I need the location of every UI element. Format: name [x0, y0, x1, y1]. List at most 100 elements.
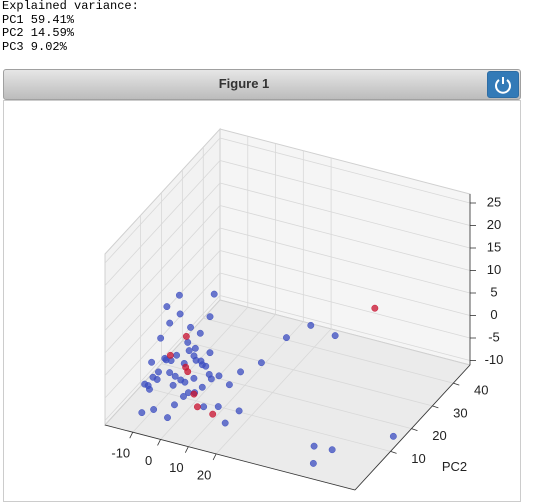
point — [187, 323, 194, 331]
grid-line — [104, 182, 221, 309]
point — [138, 409, 146, 417]
point — [309, 459, 317, 467]
grid-line — [161, 363, 412, 430]
y-axis-line — [354, 364, 471, 491]
point — [235, 407, 243, 415]
point — [210, 290, 218, 298]
point — [196, 329, 204, 337]
grid-line — [219, 250, 471, 316]
point — [153, 376, 161, 383]
point — [150, 406, 158, 413]
point — [157, 334, 165, 342]
tick-mark — [432, 405, 439, 409]
point — [328, 446, 336, 454]
point — [180, 393, 187, 400]
point — [221, 419, 229, 427]
point — [190, 374, 198, 382]
power-icon — [495, 77, 511, 94]
point — [163, 303, 171, 311]
z-tick-label: -5 — [488, 329, 500, 344]
y-tick-label: 20 — [432, 428, 446, 443]
grid-line — [219, 160, 471, 226]
output-line: PC3 9.02% — [2, 39, 67, 54]
point — [307, 321, 315, 329]
point — [225, 381, 233, 389]
point — [182, 332, 190, 340]
grid-line — [104, 227, 221, 354]
point — [164, 414, 171, 422]
point — [237, 368, 244, 376]
point — [198, 383, 206, 391]
point — [371, 304, 379, 312]
point — [171, 372, 179, 380]
grid-line — [219, 205, 471, 271]
y-axis-label: PC2 — [442, 459, 467, 474]
point — [173, 351, 181, 359]
point — [331, 332, 339, 340]
point — [155, 368, 162, 376]
point — [215, 372, 223, 380]
grid-line — [188, 321, 304, 447]
tick-mark — [390, 450, 397, 454]
grid-line — [219, 227, 471, 294]
tick-mark — [129, 432, 134, 439]
point — [144, 382, 152, 390]
point — [389, 432, 397, 440]
tick-mark — [411, 428, 418, 432]
point — [193, 403, 201, 411]
point — [175, 291, 183, 299]
point — [185, 347, 193, 355]
grid-line — [219, 272, 471, 339]
point — [198, 361, 206, 369]
grid-line — [203, 317, 454, 384]
grid-line — [104, 205, 221, 331]
tick-mark — [453, 382, 460, 386]
grid-line — [104, 250, 221, 376]
z-tick-label: 0 — [490, 307, 497, 322]
z-tick-label: 20 — [487, 217, 501, 232]
output-line: Explained variance: — [2, 0, 139, 13]
point — [207, 375, 215, 383]
point — [310, 442, 318, 450]
point — [200, 403, 208, 411]
tick-mark — [212, 453, 217, 461]
point — [206, 349, 214, 357]
point — [191, 344, 199, 352]
point — [181, 378, 189, 386]
point — [184, 338, 192, 346]
point — [257, 359, 265, 367]
z-tick-label: 15 — [487, 239, 501, 254]
point — [171, 401, 178, 409]
grid-line — [182, 340, 433, 407]
tick-mark — [184, 446, 189, 453]
close-button[interactable] — [487, 71, 519, 98]
point — [169, 381, 177, 389]
grid-line — [104, 137, 221, 264]
output-line: PC2 14.59% — [2, 26, 75, 40]
tick-mark — [157, 439, 161, 446]
z-tick-label: 25 — [487, 194, 501, 209]
point — [214, 403, 222, 411]
output-line: PC1 59.41% — [2, 12, 75, 27]
x-axis-line — [104, 424, 356, 491]
z-tick-label: 5 — [490, 284, 497, 299]
point — [184, 368, 192, 376]
figure-title: Figure 1 — [218, 76, 270, 91]
point — [166, 351, 174, 359]
grid-line — [219, 137, 471, 204]
point — [166, 319, 174, 327]
x-tick-label: 0 — [145, 453, 152, 468]
cell-output: Explained variance: PC1 59.41% PC2 14.59% P… — [2, 0, 139, 54]
point — [148, 358, 156, 366]
grid-line — [104, 160, 221, 286]
x-tick-label: 10 — [169, 460, 183, 475]
point — [209, 410, 217, 418]
point — [283, 334, 290, 342]
z-tick-label: -10 — [485, 352, 504, 367]
x-tick-label: -10 — [111, 446, 130, 461]
x-tick-label: 20 — [197, 467, 211, 482]
y-tick-label: 10 — [411, 451, 425, 466]
z-tick-label: 10 — [487, 262, 501, 277]
point — [190, 390, 198, 398]
